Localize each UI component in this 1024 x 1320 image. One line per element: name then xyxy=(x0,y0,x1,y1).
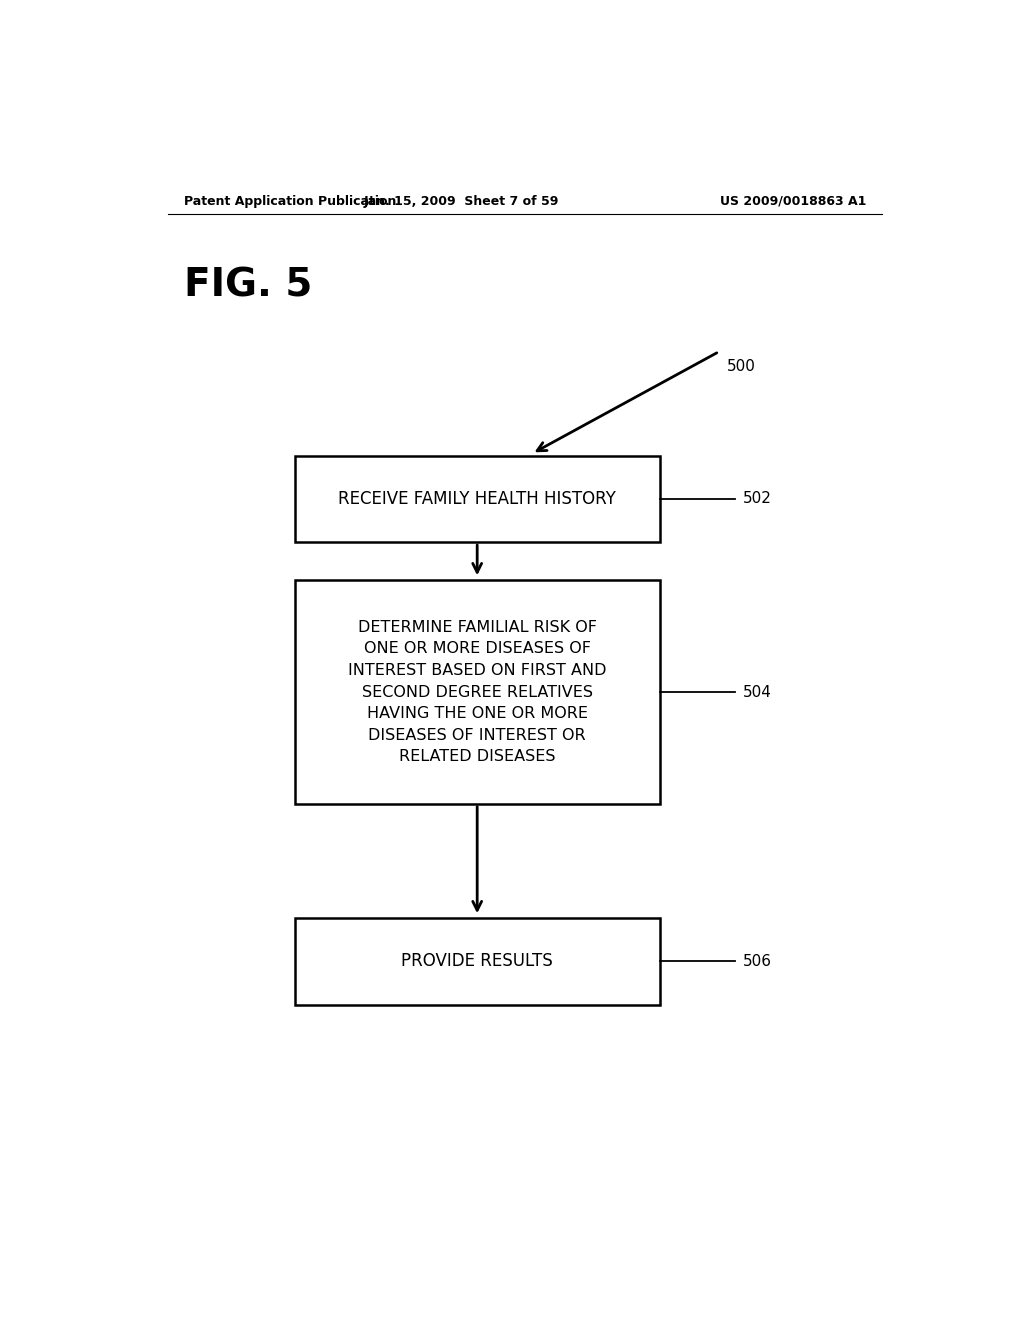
Text: 504: 504 xyxy=(743,685,772,700)
Text: Patent Application Publication: Patent Application Publication xyxy=(183,194,396,207)
Bar xyxy=(295,581,659,804)
Text: 500: 500 xyxy=(727,359,756,375)
Bar xyxy=(295,455,659,543)
Text: FIG. 5: FIG. 5 xyxy=(183,267,312,305)
Text: 502: 502 xyxy=(743,491,772,507)
Text: Jan. 15, 2009  Sheet 7 of 59: Jan. 15, 2009 Sheet 7 of 59 xyxy=(364,194,559,207)
Bar xyxy=(295,919,659,1005)
Text: DETERMINE FAMILIAL RISK OF
ONE OR MORE DISEASES OF
INTEREST BASED ON FIRST AND
S: DETERMINE FAMILIAL RISK OF ONE OR MORE D… xyxy=(348,619,606,764)
Text: 506: 506 xyxy=(743,954,772,969)
Text: US 2009/0018863 A1: US 2009/0018863 A1 xyxy=(720,194,866,207)
Text: PROVIDE RESULTS: PROVIDE RESULTS xyxy=(401,952,553,970)
Text: RECEIVE FAMILY HEALTH HISTORY: RECEIVE FAMILY HEALTH HISTORY xyxy=(338,490,616,508)
